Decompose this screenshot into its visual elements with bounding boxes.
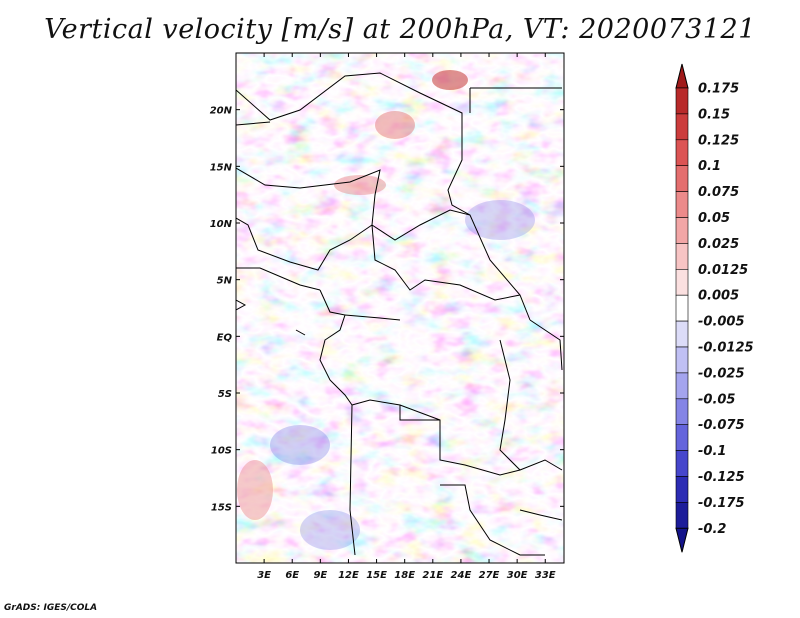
y-tick-label: 15S: [211, 502, 232, 513]
colorbar-label: 0.075: [698, 185, 739, 200]
velocity-field: [236, 53, 564, 563]
colorbar-swatch: [675, 191, 689, 218]
colorbar-label: -0.0125: [698, 341, 754, 356]
y-tick-label: 10N: [210, 219, 233, 230]
y-tick-label: 15N: [210, 162, 233, 173]
x-tick-label: 12E: [338, 570, 359, 581]
y-tick-label: 5N: [217, 276, 233, 287]
colorbar-label: -0.175: [698, 496, 745, 511]
y-tick-label: 10S: [211, 446, 232, 457]
y-tick-label: 5S: [218, 389, 232, 400]
colorbar-label: 0.025: [698, 237, 739, 252]
colorbar-bottom-arrow: [675, 527, 689, 553]
x-tick-label: 6E: [285, 570, 299, 581]
grads-credit: GrADS: IGES/COLA: [4, 603, 98, 613]
colorbar-label: -0.025: [698, 366, 745, 381]
colorbar-label: 0.0125: [698, 263, 748, 278]
y-axis: 20N 15N 10N 5N EQ 5S 10S 15S: [210, 106, 564, 513]
colorbar-swatch: [675, 113, 689, 141]
x-tick-label: 24E: [451, 570, 472, 581]
x-axis: 3E 6E 9E 12E 15E 18E 21E 24E 27E 30E 33E: [257, 53, 556, 581]
colorbar-swatch: [675, 217, 689, 244]
colorbar-label: 0.175: [698, 82, 739, 97]
colorbar-label: 0.005: [698, 289, 739, 304]
colorbar-label: -0.05: [698, 392, 735, 407]
x-tick-label: 30E: [507, 570, 528, 581]
x-tick-label: 27E: [479, 570, 500, 581]
colorbar-label: -0.005: [698, 315, 745, 330]
x-tick-label: 9E: [313, 570, 327, 581]
x-tick-label: 21E: [422, 570, 443, 581]
x-tick-label: 15E: [366, 570, 387, 581]
colorbar-label: 0.05: [698, 211, 730, 226]
colorbar-label: -0.1: [698, 444, 726, 459]
colorbar-label: 0.1: [698, 159, 721, 174]
x-tick-label: 18E: [394, 570, 415, 581]
x-tick-label: 3E: [257, 570, 271, 581]
colorbar-swatch: [675, 476, 689, 503]
colorbar-swatch: [675, 398, 689, 425]
x-tick-label: 33E: [535, 570, 556, 581]
colorbar-label: -0.075: [698, 418, 745, 433]
colorbar-top-arrow: [675, 63, 689, 89]
plot-frame: [235, 52, 565, 564]
colorbar-swatch: [675, 243, 689, 270]
y-tick-label: 20N: [210, 106, 233, 117]
political-boundaries: [236, 72, 563, 556]
colorbar-swatch: [675, 502, 689, 529]
colorbar-swatch: [675, 165, 689, 192]
colorbar-swatch: [675, 372, 689, 400]
colorbar-swatch: [675, 87, 689, 115]
colorbar-label: 0.125: [698, 133, 739, 148]
colorbar-swatch: [675, 424, 689, 451]
map-title: Vertical velocity [m/s] at 200hPa, VT: 2…: [44, 14, 756, 45]
colorbar-swatch: [675, 139, 689, 167]
colorbar-swatch: [675, 320, 689, 348]
colorbar-swatch: [675, 346, 689, 374]
y-tick-label: EQ: [217, 332, 233, 343]
colorbar-label: -0.125: [698, 470, 745, 485]
colorbar-label: -0.2: [698, 522, 726, 537]
colorbar-label: 0.15: [698, 107, 730, 122]
colorbar: 0.175 0.15 0.125 0.1 0.075 0.05 0.025 0.0125 0.0…: [675, 63, 754, 553]
colorbar-swatch: [675, 450, 689, 477]
colorbar-swatch: [675, 268, 689, 296]
colorbar-swatch: [675, 294, 689, 322]
